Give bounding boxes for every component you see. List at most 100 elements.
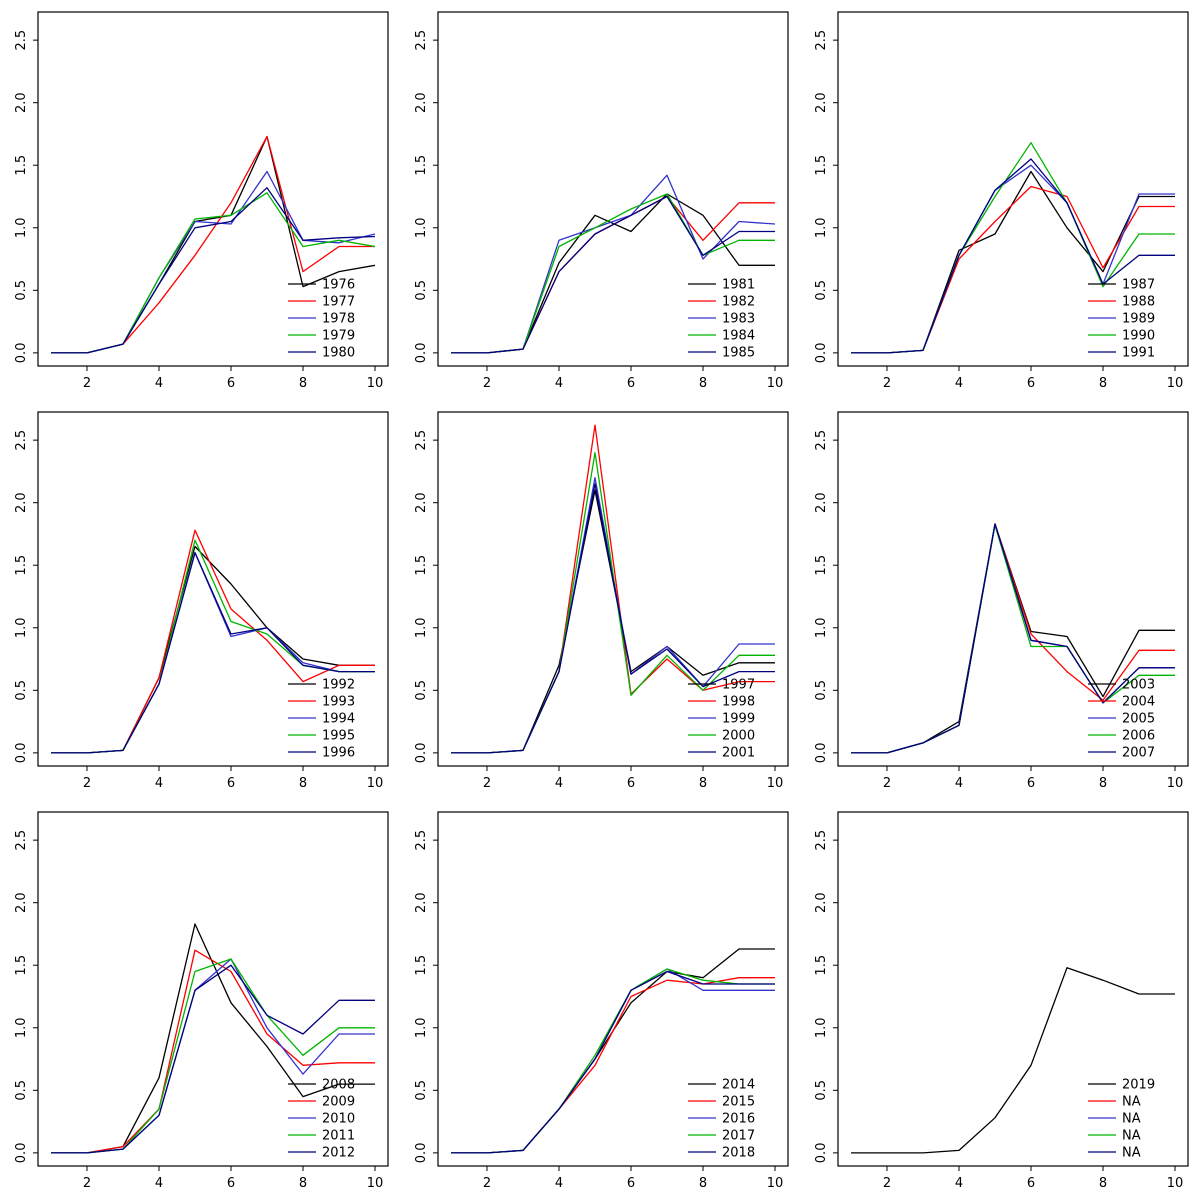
plot-box bbox=[437, 11, 789, 367]
legend-label-1993: 1993 bbox=[322, 695, 355, 710]
x-tick-label: 6 bbox=[227, 1176, 235, 1191]
legend-label-1994: 1994 bbox=[322, 712, 355, 727]
line-chart-2014-2018: 2 4 6 8 10 0.0 0.5 1.0 1.5 2.0 2.5 2014 2015 2016 2017… bbox=[414, 811, 789, 1191]
x-tick-label: 6 bbox=[227, 776, 235, 791]
y-tick-label: 1.5 bbox=[14, 555, 29, 576]
y-tick-label: 0.0 bbox=[14, 343, 29, 364]
legend-label-2005: 2005 bbox=[1122, 712, 1155, 727]
x-tick-label: 2 bbox=[483, 376, 491, 391]
x-tick-label: 10 bbox=[367, 1176, 384, 1191]
series-line-1985 bbox=[451, 195, 775, 354]
x-tick-label: 8 bbox=[299, 776, 307, 791]
y-tick-label: 2.5 bbox=[414, 30, 429, 51]
legend-label-2015: 2015 bbox=[722, 1095, 755, 1110]
series-line-1991 bbox=[851, 158, 1175, 354]
y-tick-label: 2.0 bbox=[814, 492, 829, 513]
y-tick-label: 1.0 bbox=[14, 217, 29, 238]
y-tick-label: 0.5 bbox=[414, 1080, 429, 1101]
legend-label-2014: 2014 bbox=[722, 1078, 755, 1093]
legend-label-2007: 2007 bbox=[1122, 746, 1155, 761]
legend-label-1989: 1989 bbox=[1122, 312, 1155, 327]
y-tick-label: 2.0 bbox=[14, 492, 29, 513]
legend-label-2008: 2008 bbox=[322, 1078, 355, 1093]
legend-label-2010: 2010 bbox=[322, 1112, 355, 1127]
x-tick-label: 4 bbox=[955, 1176, 963, 1191]
y-tick-label: 2.0 bbox=[414, 492, 429, 513]
legend-label-1985: 1985 bbox=[722, 346, 755, 361]
x-tick-label: 4 bbox=[555, 1176, 563, 1191]
plot-box bbox=[37, 811, 389, 1167]
chart-panel-1997-2001: 2 4 6 8 10 0.0 0.5 1.0 1.5 2.0 2.5 1997 1998 1999 2000… bbox=[400, 400, 800, 800]
legend-label-2001: 2001 bbox=[722, 746, 755, 761]
y-tick-label: 1.0 bbox=[414, 1017, 429, 1038]
y-tick-label: 0.0 bbox=[814, 743, 829, 764]
chart-panel-2008-2012: 2 4 6 8 10 0.0 0.5 1.0 1.5 2.0 2.5 2008 2009 2010 2011… bbox=[0, 800, 400, 1200]
line-chart-2003-2007: 2 4 6 8 10 0.0 0.5 1.0 1.5 2.0 2.5 2003 2004 2005 2006… bbox=[814, 411, 1189, 791]
legend-label-1996: 1996 bbox=[322, 746, 355, 761]
x-tick-label: 6 bbox=[1027, 376, 1035, 391]
x-tick-label: 6 bbox=[1027, 1176, 1035, 1191]
y-tick-label: 1.5 bbox=[414, 555, 429, 576]
legend-label-1988: 1988 bbox=[1122, 295, 1155, 310]
y-tick-label: 0.5 bbox=[814, 680, 829, 701]
y-tick-label: 2.0 bbox=[14, 892, 29, 913]
plot-box bbox=[837, 411, 1189, 767]
y-tick-label: 0.0 bbox=[414, 343, 429, 364]
x-tick-label: 2 bbox=[483, 1176, 491, 1191]
y-tick-label: 0.0 bbox=[414, 1143, 429, 1164]
y-tick-label: 2.5 bbox=[814, 430, 829, 451]
y-tick-label: 1.0 bbox=[814, 1017, 829, 1038]
legend-label-2003: 2003 bbox=[1122, 678, 1155, 693]
x-tick-label: 10 bbox=[1167, 776, 1184, 791]
series-line-2019 bbox=[851, 967, 1175, 1154]
y-tick-label: 0.0 bbox=[14, 1143, 29, 1164]
line-chart-1997-2001: 2 4 6 8 10 0.0 0.5 1.0 1.5 2.0 2.5 1997 1998 1999 2000… bbox=[414, 411, 789, 791]
y-tick-label: 0.5 bbox=[814, 1080, 829, 1101]
legend-label-2000: 2000 bbox=[722, 729, 755, 744]
legend-label-2006: 2006 bbox=[1122, 729, 1155, 744]
x-tick-label: 6 bbox=[627, 376, 635, 391]
x-tick-label: 6 bbox=[627, 776, 635, 791]
y-tick-label: 0.0 bbox=[814, 343, 829, 364]
x-tick-label: 6 bbox=[1027, 776, 1035, 791]
x-tick-label: 4 bbox=[555, 776, 563, 791]
series-line-2007 bbox=[851, 523, 1175, 754]
y-tick-label: 2.5 bbox=[14, 30, 29, 51]
x-tick-label: 4 bbox=[155, 1176, 163, 1191]
line-chart-2008-2012: 2 4 6 8 10 0.0 0.5 1.0 1.5 2.0 2.5 2008 2009 2010 2011… bbox=[14, 811, 389, 1191]
x-tick-label: 10 bbox=[767, 376, 784, 391]
x-tick-label: 4 bbox=[555, 376, 563, 391]
chart-panel-1981-1985: 2 4 6 8 10 0.0 0.5 1.0 1.5 2.0 2.5 1981 1982 1983 1984… bbox=[400, 0, 800, 400]
y-tick-label: 1.0 bbox=[414, 617, 429, 638]
series-line-1980 bbox=[51, 187, 376, 354]
y-tick-label: 0.0 bbox=[14, 743, 29, 764]
x-tick-label: 8 bbox=[699, 1176, 707, 1191]
legend-label-1980: 1980 bbox=[322, 346, 355, 361]
y-tick-label: 1.5 bbox=[814, 155, 829, 176]
legend-label-1984: 1984 bbox=[722, 329, 755, 344]
legend-label-1991: 1991 bbox=[1122, 346, 1155, 361]
chart-panel-1987-1991: 2 4 6 8 10 0.0 0.5 1.0 1.5 2.0 2.5 1987 1988 1989 1990… bbox=[800, 0, 1200, 400]
x-tick-label: 2 bbox=[883, 1176, 891, 1191]
chart-panel-1992-1996: 2 4 6 8 10 0.0 0.5 1.0 1.5 2.0 2.5 1992 1993 1994 1995… bbox=[0, 400, 400, 800]
y-tick-label: 1.5 bbox=[14, 955, 29, 976]
legend-label-2011: 2011 bbox=[322, 1129, 355, 1144]
y-tick-label: 2.5 bbox=[14, 830, 29, 851]
y-tick-label: 1.0 bbox=[814, 217, 829, 238]
y-tick-label: 2.5 bbox=[814, 30, 829, 51]
chart-panel-1976-1980: 2 4 6 8 10 0.0 0.5 1.0 1.5 2.0 2.5 1976 1977 1978 1979… bbox=[0, 0, 400, 400]
legend-label-2004: 2004 bbox=[1122, 695, 1155, 710]
x-tick-label: 8 bbox=[1099, 376, 1107, 391]
line-chart-1992-1996: 2 4 6 8 10 0.0 0.5 1.0 1.5 2.0 2.5 1992 1993 1994 1995… bbox=[14, 411, 389, 791]
x-tick-label: 8 bbox=[1099, 776, 1107, 791]
y-tick-label: 2.0 bbox=[814, 892, 829, 913]
series-line-2018 bbox=[451, 970, 775, 1154]
x-tick-label: 6 bbox=[227, 376, 235, 391]
chart-panel-2014-2018: 2 4 6 8 10 0.0 0.5 1.0 1.5 2.0 2.5 2014 2015 2016 2017… bbox=[400, 800, 800, 1200]
plot-box bbox=[837, 811, 1189, 1167]
y-tick-label: 0.5 bbox=[14, 680, 29, 701]
series-line-1996 bbox=[51, 552, 375, 754]
plot-box bbox=[437, 411, 789, 767]
legend-label-2012: 2012 bbox=[322, 1146, 355, 1161]
